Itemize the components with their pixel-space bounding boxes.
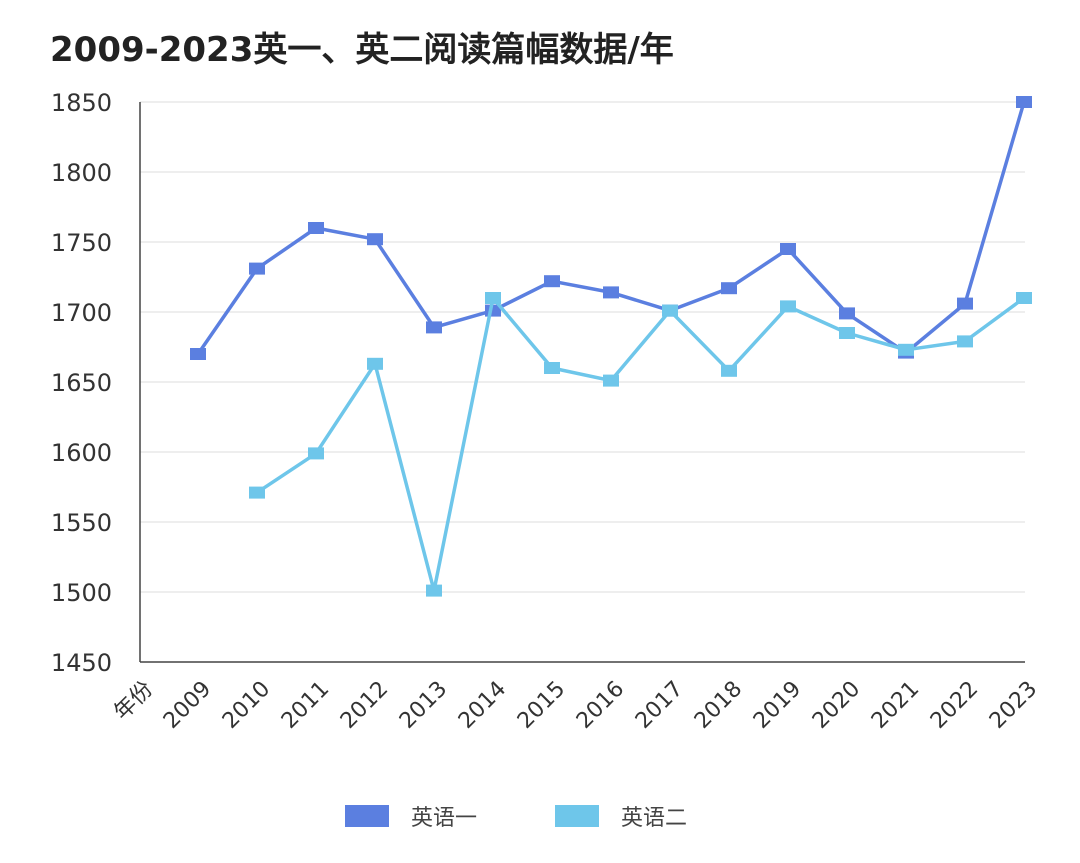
- data-point[interactable]: [485, 292, 501, 304]
- data-point[interactable]: [544, 362, 560, 374]
- series-2: [249, 292, 1032, 597]
- data-point[interactable]: [780, 300, 796, 313]
- x-tick-label: 2011: [277, 677, 334, 734]
- legend: 英语一 英语二: [0, 800, 1080, 840]
- data-point[interactable]: [249, 486, 265, 499]
- data-point[interactable]: [367, 233, 383, 246]
- x-tick-label: 2013: [395, 677, 452, 734]
- x-tick-label: 2020: [808, 677, 865, 734]
- x-tick-label: 2014: [454, 677, 511, 734]
- series-line-2: [256, 296, 1026, 593]
- legend-label-series-1: 英语一: [411, 806, 478, 831]
- series-group: [190, 96, 1032, 597]
- data-point[interactable]: [544, 275, 560, 288]
- axes: [139, 102, 1025, 663]
- x-tick-label: 2009: [159, 677, 216, 734]
- data-point[interactable]: [780, 243, 796, 255]
- series-1: [190, 96, 1032, 360]
- data-point[interactable]: [426, 321, 442, 334]
- x-tick-label: 2015: [513, 677, 570, 734]
- legend-item-series-1[interactable]: 英语一: [345, 800, 477, 832]
- x-tick-label: 2016: [572, 677, 629, 734]
- x-tick-label: 2023: [985, 677, 1042, 734]
- x-tick-label: 2010: [218, 677, 275, 734]
- data-point[interactable]: [308, 447, 324, 460]
- x-tick-label: 2017: [631, 677, 688, 734]
- data-point[interactable]: [1016, 96, 1032, 108]
- legend-swatch-series-2: [555, 805, 599, 827]
- x-tick-label: 2018: [690, 677, 747, 734]
- y-tick-label: 1850: [51, 89, 112, 117]
- y-tick-label: 1800: [51, 159, 112, 187]
- chart-title: 2009-2023英一、英二阅读篇幅数据/年: [50, 30, 674, 70]
- y-tick-label: 1450: [51, 649, 112, 677]
- data-point[interactable]: [957, 297, 973, 310]
- y-tick-label: 1500: [51, 579, 112, 607]
- data-point[interactable]: [839, 327, 855, 339]
- data-point[interactable]: [721, 364, 737, 377]
- data-point[interactable]: [839, 307, 855, 320]
- x-tick-label: 2019: [749, 677, 806, 734]
- x-tick-label: 2021: [867, 677, 924, 734]
- x-axis-label: 年份: [109, 677, 158, 726]
- grid-lines: [140, 101, 1025, 593]
- data-point[interactable]: [190, 348, 206, 360]
- data-point[interactable]: [249, 262, 265, 275]
- y-tick-label: 1550: [51, 509, 112, 537]
- data-point[interactable]: [603, 374, 619, 387]
- y-axis-ticks: 1450 1500 1550 1600 1650 1700 1750 1800 1850: [51, 89, 112, 677]
- legend-swatch-series-1: [345, 805, 389, 827]
- data-point[interactable]: [367, 357, 383, 370]
- data-point[interactable]: [957, 335, 973, 348]
- data-point[interactable]: [603, 286, 619, 299]
- data-point[interactable]: [308, 222, 324, 234]
- data-point[interactable]: [898, 343, 914, 356]
- x-axis-ticks: 年份 2009 2010 2011 2012 2013 2014 2015 2016 2017 20…: [109, 677, 1042, 734]
- data-point[interactable]: [662, 304, 678, 317]
- legend-label-series-2: 英语二: [621, 806, 688, 831]
- x-tick-label: 2012: [336, 677, 393, 734]
- data-point[interactable]: [1016, 292, 1032, 304]
- data-point[interactable]: [721, 282, 737, 295]
- legend-item-series-2[interactable]: 英语二: [555, 800, 687, 832]
- y-tick-label: 1700: [51, 299, 112, 327]
- x-tick-label: 2022: [926, 677, 983, 734]
- data-point[interactable]: [426, 584, 442, 597]
- y-tick-label: 1650: [51, 369, 112, 397]
- y-tick-label: 1600: [51, 439, 112, 467]
- y-tick-label: 1750: [51, 229, 112, 257]
